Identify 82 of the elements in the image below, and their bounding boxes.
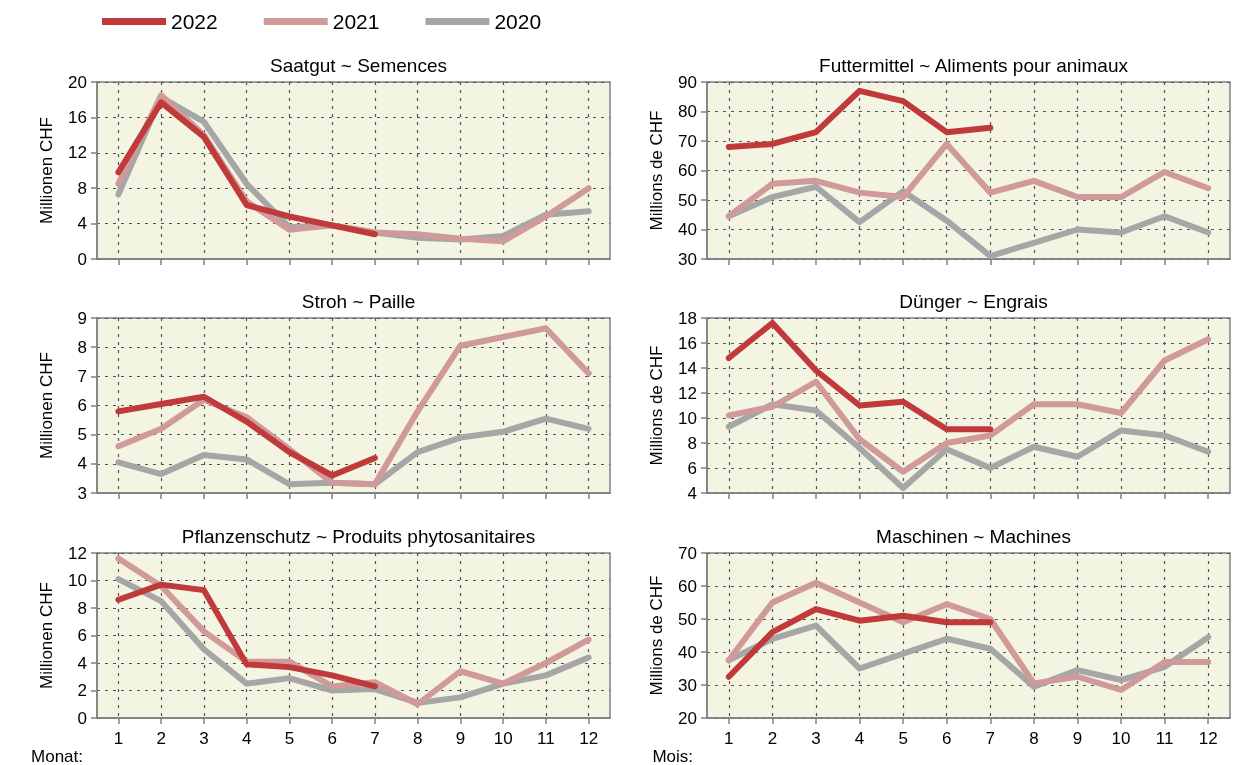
y-tick-label: 80 — [678, 102, 697, 121]
y-tick-label: 16 — [68, 107, 87, 127]
x-tick-label: 3 — [811, 729, 821, 748]
y-tick-label: 5 — [77, 425, 87, 445]
legend-label: 2022 — [171, 10, 218, 33]
chart-title: Stroh ~ Paille — [301, 291, 416, 312]
x-tick-label: 12 — [1198, 729, 1218, 748]
y-tick-label: 9 — [77, 308, 87, 328]
y-tick-label: 6 — [77, 396, 87, 415]
y-tick-label: 40 — [678, 642, 697, 662]
y-tick-label: 0 — [77, 249, 87, 269]
chart-title: Pflanzenschutz ~ Produits phytosanitaires — [181, 526, 536, 547]
x-tick-label: 3 — [199, 729, 209, 748]
y-axis-title: Millions de CHF — [647, 345, 666, 466]
x-tick-label: 6 — [941, 729, 952, 748]
y-axis-title: Millions de CHF — [647, 575, 666, 696]
y-tick-label: 10 — [678, 408, 697, 428]
y-axis-title: Millionen CHF — [37, 117, 56, 224]
chart-title: Dünger ~ Engrais — [899, 291, 1048, 312]
y-tick-label: 30 — [678, 249, 697, 269]
y-tick-label: 6 — [77, 626, 87, 645]
y-tick-label: 30 — [678, 675, 697, 695]
x-axis-title: Monat: — [31, 747, 83, 765]
y-tick-label: 20 — [678, 708, 697, 728]
y-tick-label: 50 — [678, 190, 697, 210]
y-tick-label: 70 — [678, 131, 697, 151]
x-tick-label: 2 — [767, 729, 778, 748]
x-tick-label: 4 — [854, 729, 865, 748]
y-tick-label: 7 — [77, 366, 87, 386]
y-tick-label: 14 — [678, 358, 697, 378]
y-tick-label: 16 — [678, 333, 697, 353]
x-tick-label: 1 — [724, 729, 734, 748]
y-tick-label: 12 — [68, 143, 87, 163]
y-tick-label: 3 — [77, 483, 87, 503]
y-tick-label: 8 — [77, 598, 87, 618]
y-axis-title: Millionen CHF — [37, 352, 56, 459]
y-tick-label: 10 — [68, 571, 87, 590]
y-tick-label: 8 — [77, 337, 87, 357]
x-tick-label: 5 — [898, 729, 908, 748]
y-tick-label: 20 — [68, 72, 87, 92]
x-tick-label: 7 — [370, 729, 380, 748]
chart-title: Maschinen ~ Machines — [876, 526, 1071, 547]
chart-title: Saatgut ~ Semences — [270, 55, 447, 76]
y-tick-label: 6 — [687, 458, 697, 478]
y-tick-label: 4 — [77, 653, 87, 673]
y-tick-label: 0 — [77, 708, 87, 728]
legend-label: 2020 — [494, 10, 542, 33]
y-tick-label: 50 — [678, 609, 697, 629]
x-tick-label: 1 — [113, 729, 124, 748]
y-tick-label: 8 — [687, 433, 697, 453]
y-tick-label: 40 — [678, 220, 697, 239]
y-axis-title: Millions de CHF — [647, 110, 666, 231]
legend-label: 2021 — [332, 10, 380, 33]
x-tick-label: 5 — [284, 729, 295, 748]
chart-title: Futtermittel ~ Aliments pour animaux — [819, 55, 1129, 76]
y-tick-label: 60 — [678, 576, 697, 596]
y-tick-label: 18 — [678, 308, 697, 328]
x-tick-label: 4 — [241, 729, 252, 748]
y-tick-label: 12 — [68, 543, 87, 563]
y-tick-label: 12 — [678, 383, 697, 403]
x-tick-label: 9 — [1072, 729, 1083, 748]
x-tick-label: 9 — [455, 729, 466, 748]
y-tick-label: 8 — [77, 178, 87, 198]
x-tick-label: 11 — [537, 729, 555, 748]
y-tick-label: 4 — [77, 214, 87, 234]
y-tick-label: 2 — [77, 681, 87, 700]
x-tick-label: 2 — [156, 729, 166, 748]
x-tick-label: 11 — [1155, 729, 1174, 748]
x-tick-label: 8 — [1029, 729, 1039, 748]
y-axis-title: Millionen CHF — [37, 582, 56, 689]
y-tick-label: 60 — [678, 161, 697, 180]
y-tick-label: 4 — [77, 454, 87, 474]
x-tick-label: 10 — [493, 729, 513, 748]
x-tick-label: 7 — [985, 729, 996, 748]
y-tick-label: 4 — [687, 483, 697, 503]
x-tick-label: 12 — [579, 729, 599, 748]
y-tick-label: 70 — [678, 543, 697, 563]
x-axis-title: Mois: — [652, 747, 693, 765]
y-tick-label: 90 — [678, 72, 697, 92]
x-tick-label: 10 — [1111, 729, 1131, 748]
x-tick-label: 6 — [327, 729, 337, 748]
x-tick-label: 8 — [412, 729, 423, 748]
